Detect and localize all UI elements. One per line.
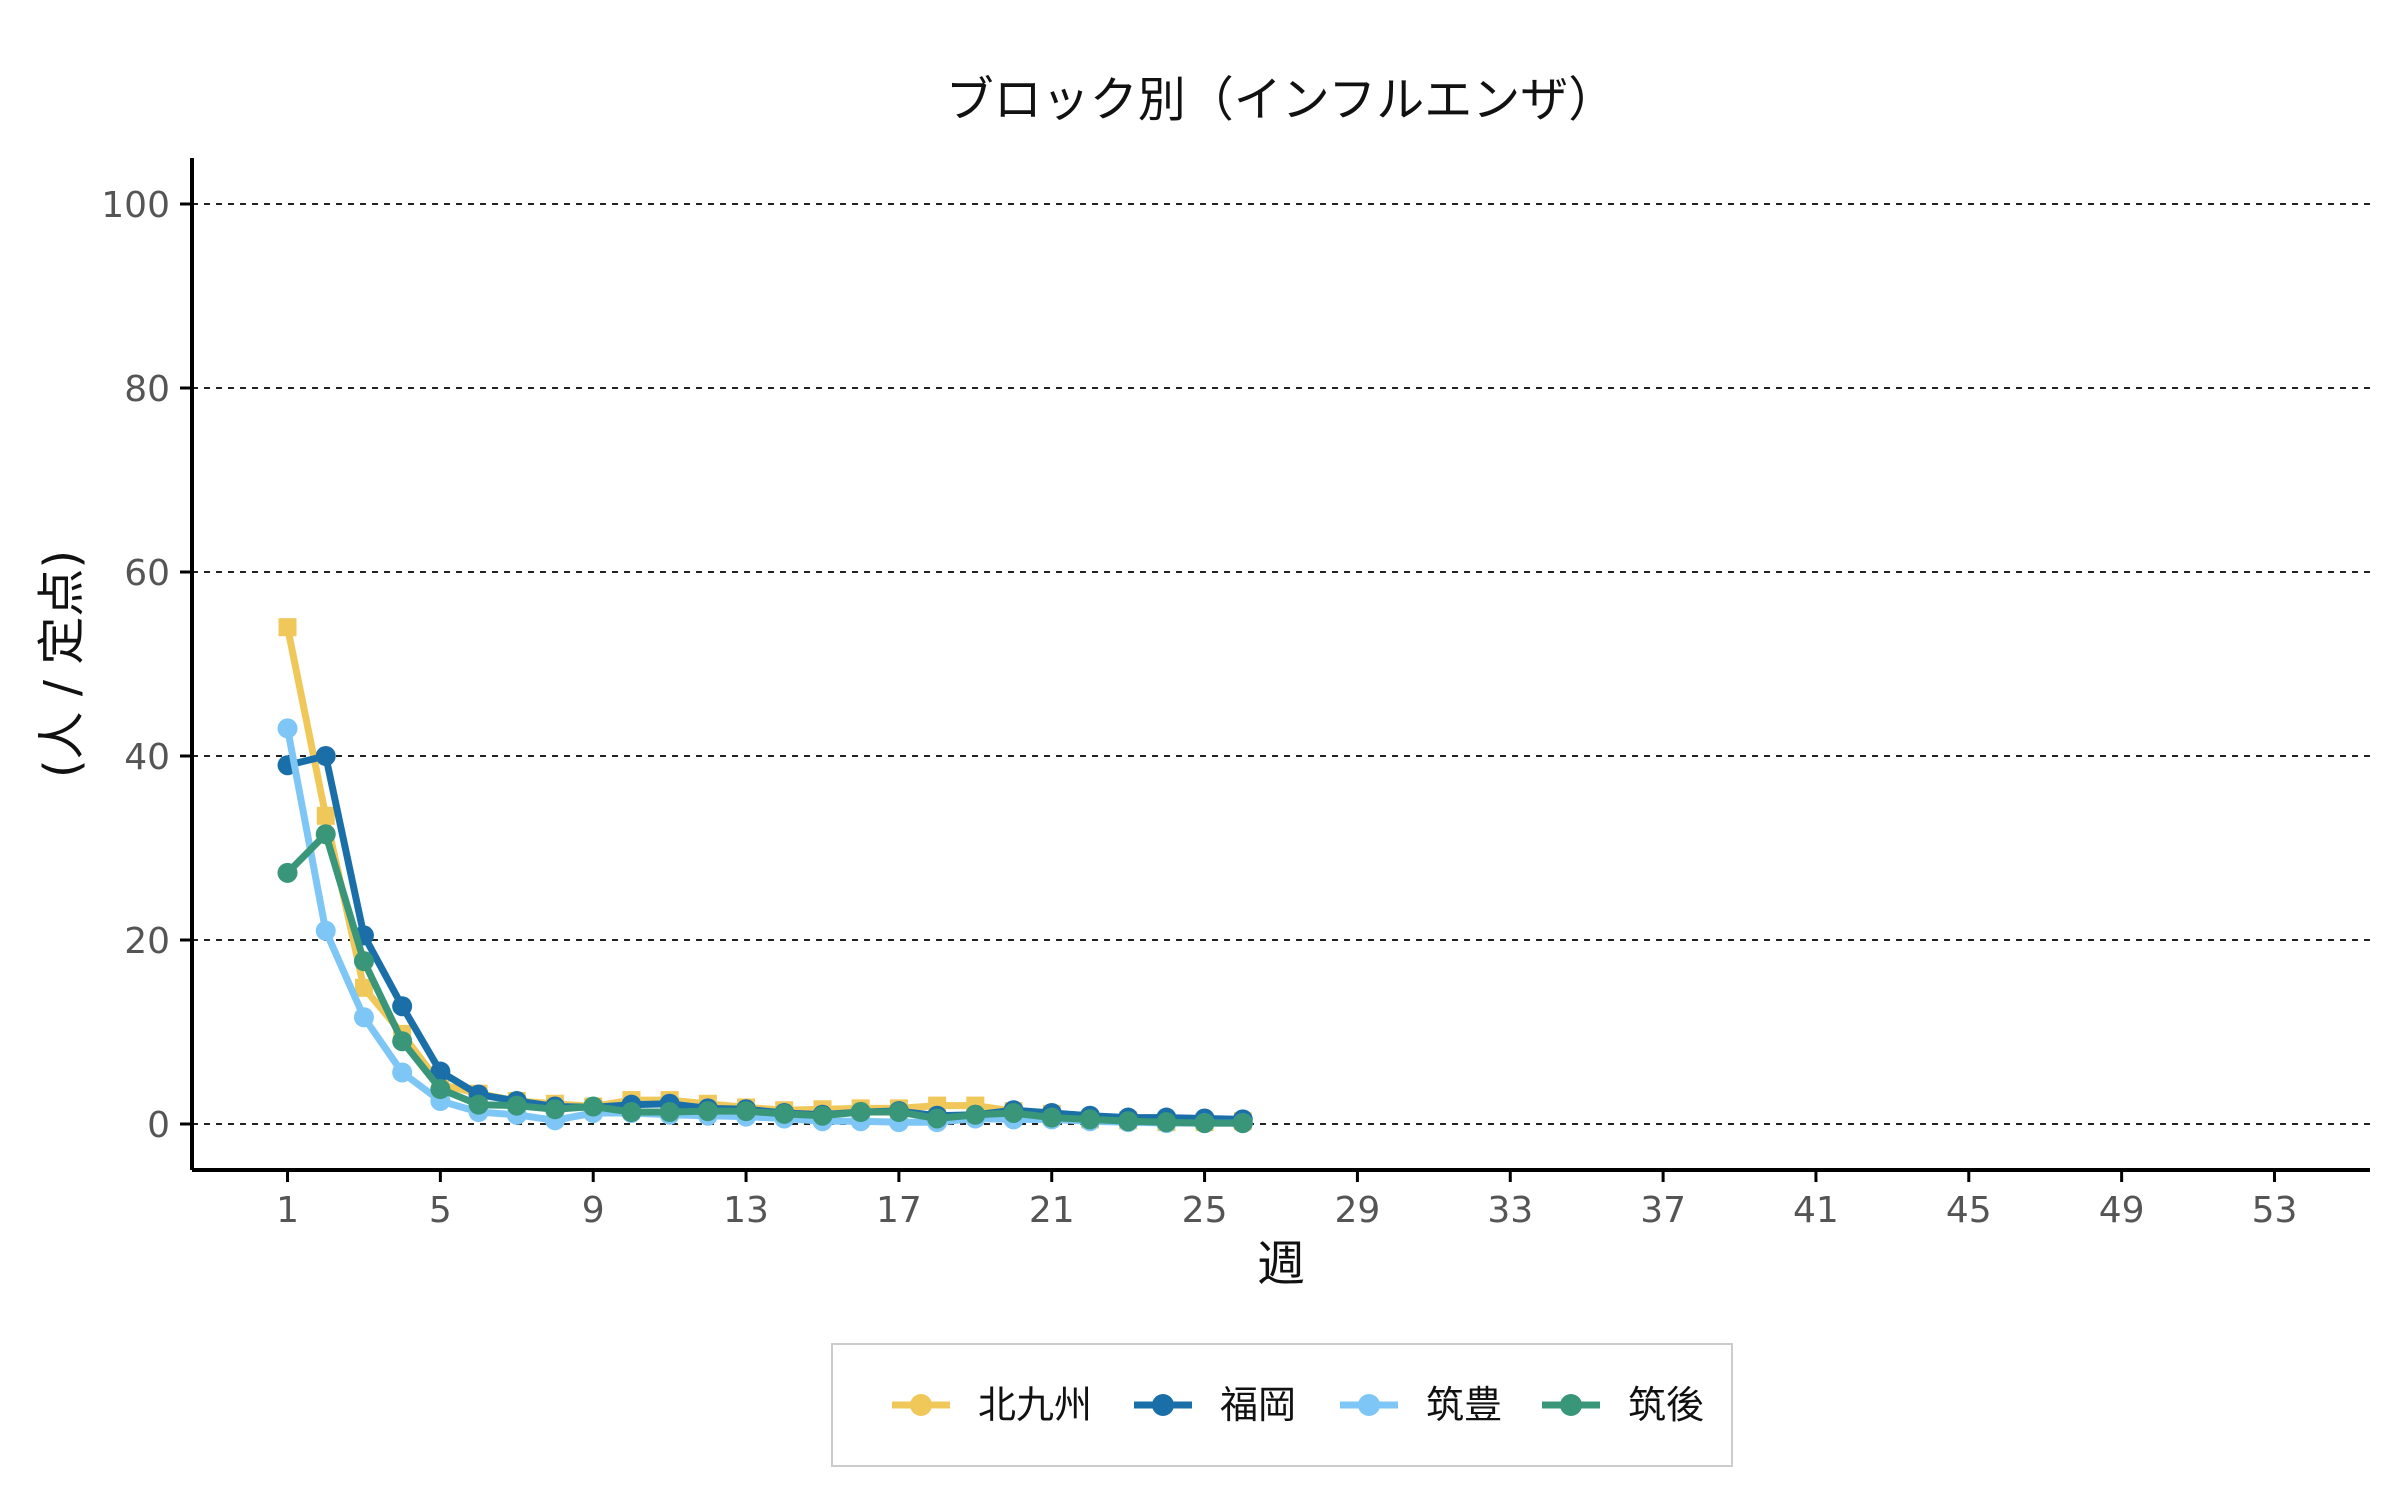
data-point — [277, 862, 298, 883]
legend-items: 北九州 福岡 筑豊 筑後 — [892, 1383, 1704, 1427]
x-tick-label: 1 — [276, 1190, 299, 1231]
legend-item: 筑豊 — [1340, 1383, 1502, 1427]
x-tick-label: 29 — [1335, 1190, 1381, 1231]
y-tick-label: 20 — [124, 921, 170, 962]
data-point — [812, 1105, 833, 1126]
series-4 — [277, 824, 1253, 1134]
x-tick-label: 13 — [723, 1190, 769, 1231]
data-point — [621, 1102, 642, 1123]
data-point — [1156, 1112, 1177, 1133]
data-point — [468, 1094, 489, 1115]
y-tick-label: 0 — [147, 1105, 170, 1146]
data-point — [583, 1096, 604, 1117]
legend-label: 北九州 — [978, 1383, 1092, 1427]
x-tick-label: 25 — [1182, 1190, 1228, 1231]
legend-item: 筑後 — [1542, 1383, 1704, 1427]
data-point — [927, 1108, 948, 1129]
gridlines — [192, 203, 2370, 1125]
data-point — [697, 1101, 718, 1122]
legend-label: 筑後 — [1628, 1383, 1704, 1427]
x-tick-label: 45 — [1946, 1190, 1992, 1231]
data-point — [315, 920, 336, 941]
x-tick-label: 53 — [2252, 1190, 2298, 1231]
data-point — [774, 1103, 795, 1124]
series-line — [284, 724, 1247, 1127]
data-point — [430, 1079, 451, 1100]
legend-swatch-marker — [1152, 1394, 1174, 1416]
legend: 北九州 福岡 筑豊 筑後 — [831, 1343, 1733, 1467]
data-point — [965, 1104, 986, 1125]
data-point — [736, 1101, 757, 1122]
series-line — [284, 830, 1247, 1127]
legend-swatch-marker — [1560, 1394, 1582, 1416]
legend-swatch-marker — [1358, 1394, 1380, 1416]
data-point — [1118, 1111, 1139, 1132]
legend-item: 福岡 — [1134, 1383, 1296, 1427]
axes — [190, 158, 2370, 1172]
data-point — [392, 1062, 413, 1083]
data-point — [353, 1007, 374, 1028]
data-point — [888, 1102, 909, 1123]
x-tick-label: 37 — [1640, 1190, 1686, 1231]
data-point — [1079, 1109, 1100, 1130]
series — [277, 618, 1253, 1134]
data-point — [353, 951, 374, 972]
data-point — [506, 1095, 527, 1116]
y-tick-label: 100 — [101, 185, 170, 226]
data-point — [277, 718, 298, 739]
y-tick-label: 60 — [124, 553, 170, 594]
data-point — [545, 1099, 565, 1120]
x-tick-label: 17 — [876, 1190, 922, 1231]
legend-label: 福岡 — [1220, 1383, 1296, 1427]
x-tick-label: 33 — [1487, 1190, 1533, 1231]
x-tick-label: 41 — [1793, 1190, 1839, 1231]
x-tick-label: 21 — [1029, 1190, 1075, 1231]
data-point — [392, 1031, 413, 1052]
series-1 — [278, 618, 1252, 1132]
data-point — [430, 1061, 451, 1082]
legend-label: 筑豊 — [1426, 1383, 1502, 1427]
data-point — [850, 1102, 871, 1123]
x-tick-label: 9 — [582, 1190, 605, 1231]
data-point — [1194, 1113, 1215, 1134]
data-point — [392, 996, 413, 1017]
data-point — [315, 824, 336, 845]
legend-swatch-marker — [910, 1394, 932, 1416]
y-axis-title: (人 / 定点) — [34, 550, 90, 778]
y-tick-label: 40 — [124, 737, 170, 778]
chart-title: ブロック別（インフルエンザ） — [946, 72, 1617, 128]
data-point — [316, 806, 335, 825]
data-point — [315, 746, 336, 766]
data-point — [1232, 1113, 1253, 1134]
data-point — [1041, 1107, 1062, 1128]
ticks: 0 20 40 60 80 100 1 5 9 13 17 21 25 29 33 37 41 45 49 53 — [101, 185, 2297, 1231]
series-line — [284, 623, 1247, 1126]
data-point — [659, 1102, 680, 1123]
x-tick-label: 5 — [429, 1190, 452, 1231]
y-tick-label: 80 — [124, 369, 170, 410]
data-point — [278, 618, 297, 637]
x-tick-label: 49 — [2099, 1190, 2145, 1231]
x-axis-title: 週 — [1257, 1236, 1305, 1292]
legend-item: 北九州 — [892, 1383, 1092, 1427]
data-point — [1003, 1102, 1024, 1123]
series-line — [284, 752, 1247, 1123]
data-point — [354, 978, 373, 997]
